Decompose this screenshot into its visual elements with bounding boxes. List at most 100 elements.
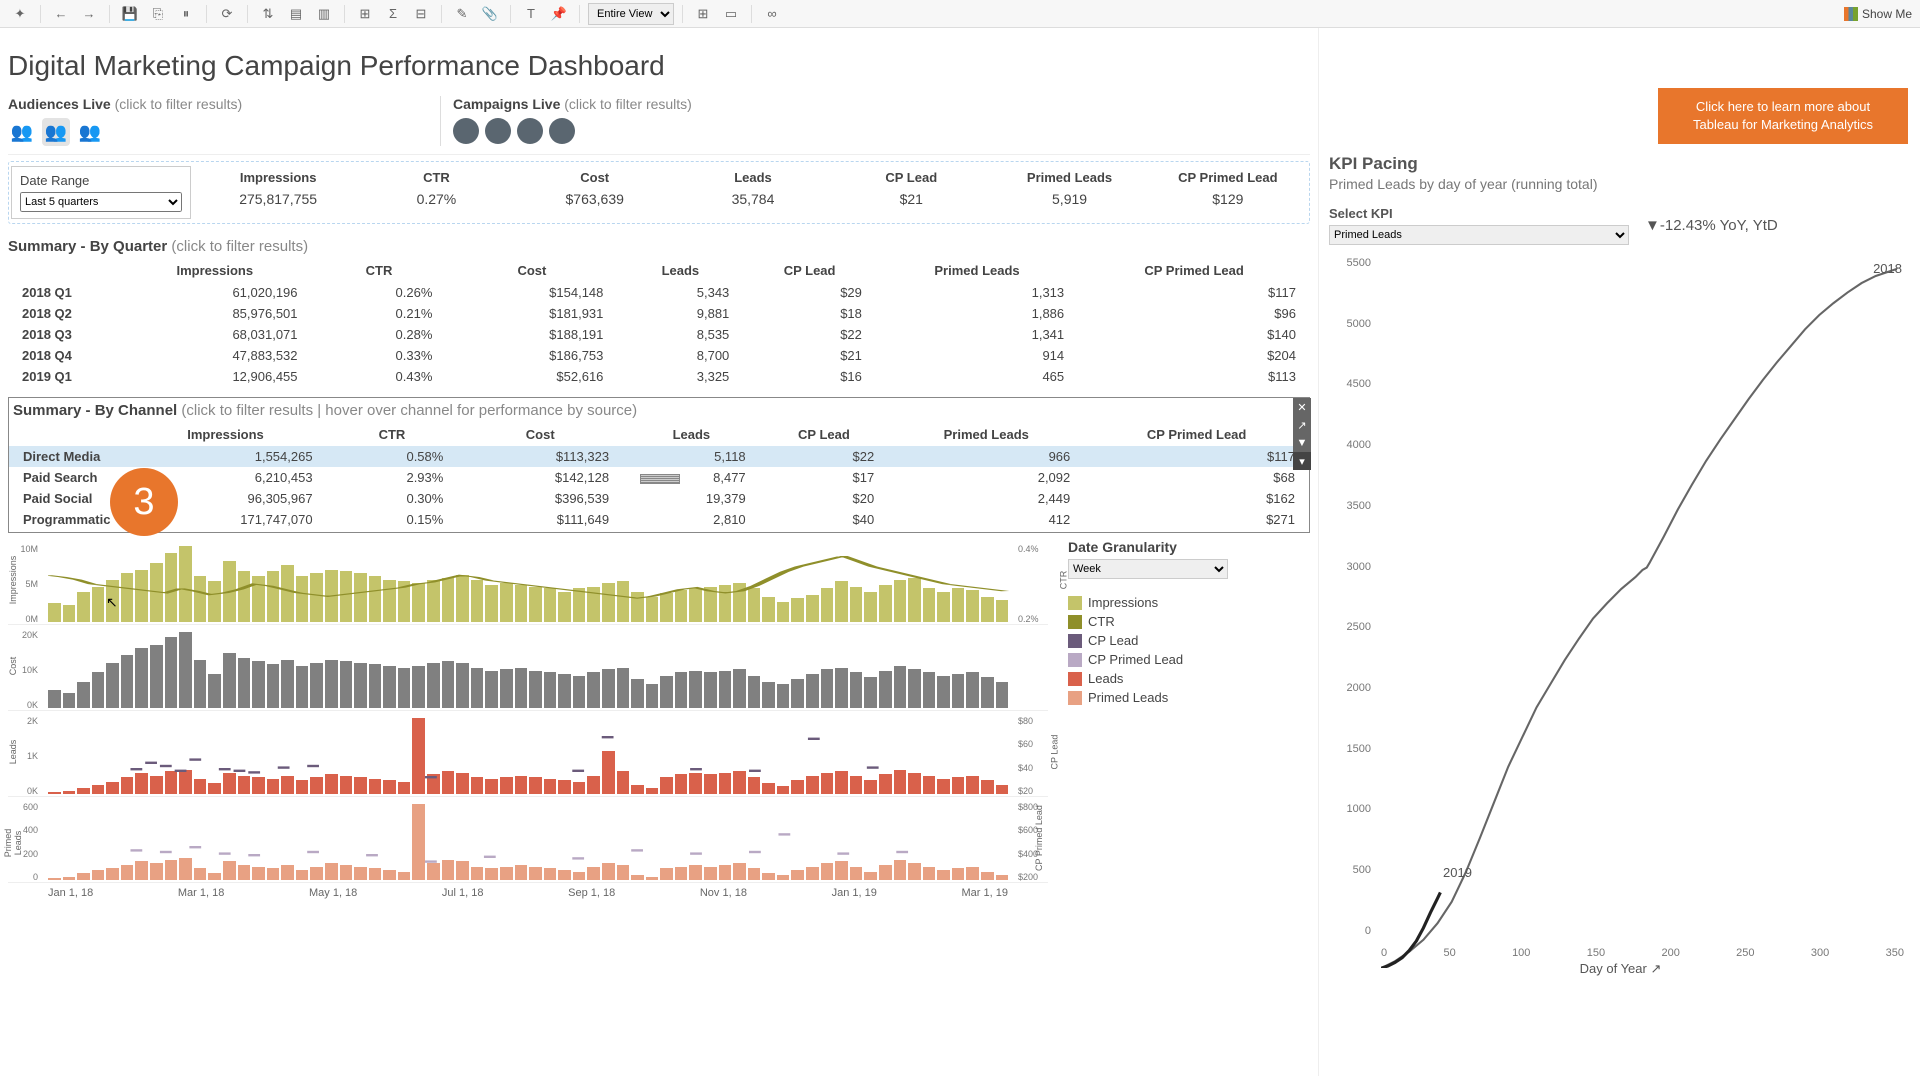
legend-item: CP Primed Lead [1068,652,1310,667]
table-header [9,423,124,446]
chart-row[interactable]: Primed Leads6004002000$800$600$400$200CP… [8,797,1048,883]
campaign-dot[interactable] [485,118,511,144]
fit-select[interactable]: Entire View [588,3,674,25]
kpi-subtitle: Primed Leads by day of year (running tot… [1329,176,1912,192]
chart-row[interactable]: Cost20K10K0K [8,625,1048,711]
legend-item: Primed Leads [1068,690,1310,705]
back-icon[interactable]: ← [49,3,73,25]
date-range-select[interactable]: Last 5 quarters [20,192,182,212]
table-row[interactable]: 2018 Q285,976,5010.21%$181,9319,881$181,… [8,303,1310,324]
pause-icon[interactable]: ⏸ [174,3,198,25]
highlight-icon[interactable]: ✎ [450,3,474,25]
trend-charts[interactable]: Impressions10M5M0M0.4%0.2%CTRCost20K10K0… [8,539,1048,899]
table-header [8,259,118,282]
table-row[interactable]: 2019 Q112,906,4550.43%$52,6163,325$16465… [8,366,1310,387]
close-icon[interactable]: ✕ [1293,398,1311,416]
audiences-label: Audiences Live [8,96,111,112]
swap-icon[interactable]: ⇅ [256,3,280,25]
legend-item: CTR [1068,614,1310,629]
metric-value: $21 [832,189,990,209]
summary-quarter-hint: (click to filter results) [171,238,308,255]
chart-row[interactable]: Impressions10M5M0M0.4%0.2%CTR [8,539,1048,625]
step-badge: 3 [110,468,178,536]
table-row[interactable]: Programmatic171,747,0700.15%$111,6492,81… [9,509,1309,530]
legend-item: Leads [1068,671,1310,686]
logo-icon[interactable]: ✦ [8,3,32,25]
metric-value: $129 [1149,189,1307,209]
table-row[interactable]: Direct Media1,554,2650.58%$113,3235,118$… [9,446,1309,467]
resize-handle[interactable] [640,474,680,484]
share-icon[interactable]: ∞ [760,3,784,25]
panel-tools: ✕ ↗ ▼ ▾ [1293,398,1311,470]
options-icon[interactable]: ▾ [1293,452,1311,470]
page-title: Digital Marketing Campaign Performance D… [8,34,1310,96]
year-2019-label: 2019 [1443,865,1472,880]
metric-value: 5,919 [990,189,1148,209]
campaigns-label: Campaigns Live [453,96,560,112]
metric-value: 275,817,755 [199,189,357,209]
granularity-label: Date Granularity [1068,539,1310,555]
campaign-dot[interactable] [549,118,575,144]
campaign-dot[interactable] [453,118,479,144]
show-me-button[interactable]: Show Me [1844,7,1912,21]
metric-header: CTR [357,166,515,189]
audience-icon[interactable]: 👥 [8,118,36,146]
group-icon[interactable]: ⊞ [353,3,377,25]
campaigns-hint: (click to filter results) [564,96,692,112]
metric-header: Cost [516,166,674,189]
metric-header: Leads [674,166,832,189]
kpi-panel: Click here to learn more about Tableau f… [1318,28,1920,1076]
new-data-icon[interactable]: ⎘ [146,3,170,25]
forward-icon[interactable]: → [77,3,101,25]
date-range-label: Date Range [20,173,182,188]
filter-icon[interactable]: ▼ [1293,434,1311,452]
main-dashboard: Digital Marketing Campaign Performance D… [0,28,1318,1076]
pin-icon[interactable]: 📌 [547,3,571,25]
metric-header: Impressions [199,166,357,189]
metric-value: $763,639 [516,189,674,209]
summary-quarter-table[interactable]: ImpressionsCTRCostLeadsCP LeadPrimed Lea… [8,259,1310,387]
table-header: Leads [617,259,743,282]
granularity-select[interactable]: Week [1068,559,1228,579]
present-icon[interactable]: ▭ [719,3,743,25]
audience-icon[interactable]: 👥 [42,118,70,146]
campaign-dot[interactable] [517,118,543,144]
metric-header: CP Primed Lead [1149,166,1307,189]
campaign-filter-dots[interactable] [453,118,692,144]
refresh-icon[interactable]: ⟳ [215,3,239,25]
table-row[interactable]: Paid Social96,305,9670.30%$396,53919,379… [9,488,1309,509]
sort-desc-icon[interactable]: ▥ [312,3,336,25]
kpi-chart[interactable]: 5500500045004000350030002500200015001000… [1329,257,1912,977]
table-header: Leads [623,423,760,446]
attach-icon[interactable]: 📎 [478,3,502,25]
external-icon[interactable]: ↗ [1293,416,1311,434]
dashboard-icon[interactable]: ⊞ [691,3,715,25]
learn-more-button[interactable]: Click here to learn more about Tableau f… [1658,88,1908,144]
text-icon[interactable]: T [519,3,543,25]
audience-icon[interactable]: 👥 [76,118,104,146]
chart-row[interactable]: Leads2K1K0K$80$60$40$20CP Lead [8,711,1048,797]
year-2018-label: 2018 [1873,261,1902,276]
showme-icon [1844,7,1858,21]
labels-icon[interactable]: ⊟ [409,3,433,25]
table-header: Primed Leads [876,259,1078,282]
save-icon[interactable]: 💾 [118,3,142,25]
table-row[interactable]: 2018 Q161,020,1960.26%$154,1485,343$291,… [8,282,1310,303]
toolbar: ✦ ← → 💾 ⎘ ⏸ ⟳ ⇅ ▤ ▥ ⊞ Σ ⊟ ✎ 📎 T 📌 Entire… [0,0,1920,28]
metric-value: 35,784 [674,189,832,209]
chart-xaxis: Jan 1, 18Mar 1, 18May 1, 18Jul 1, 18Sep … [8,887,1048,899]
kpi-title: KPI Pacing [1329,154,1912,174]
audience-filter-icons[interactable]: 👥 👥 👥 [8,118,428,146]
table-header: Primed Leads [888,423,1084,446]
totals-icon[interactable]: Σ [381,3,405,25]
kpi-select-label: Select KPI [1329,206,1629,221]
kpi-xlabel: Day of Year ↗ [1329,961,1912,977]
table-header: Cost [457,423,623,446]
metric-header: Primed Leads [990,166,1148,189]
kpi-select[interactable]: Primed Leads [1329,225,1629,245]
metric-value: 0.27% [357,189,515,209]
sort-asc-icon[interactable]: ▤ [284,3,308,25]
table-row[interactable]: 2018 Q368,031,0710.28%$188,1918,535$221,… [8,324,1310,345]
summary-quarter-title: Summary - By Quarter [8,238,167,255]
table-row[interactable]: 2018 Q447,883,5320.33%$186,7538,700$2191… [8,345,1310,366]
